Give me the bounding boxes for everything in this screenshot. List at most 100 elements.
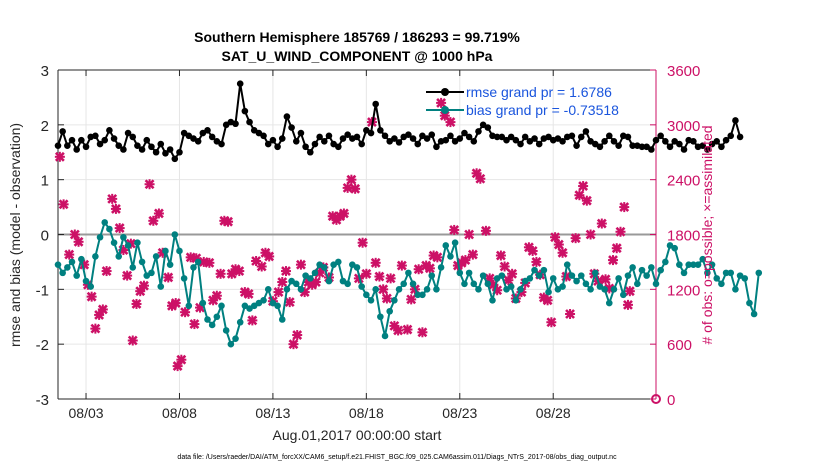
obs-assimilated-point	[608, 255, 619, 266]
obs-assimilated-point	[565, 309, 576, 320]
rmse-point	[456, 135, 464, 142]
bias-point	[260, 297, 267, 304]
bias-point	[461, 280, 468, 288]
obs-assimilated-point	[180, 307, 191, 318]
bias-point	[498, 272, 506, 279]
obs-assimilated-point	[381, 293, 392, 304]
y-axis-label-left: rmse and bias (model - observation)	[7, 123, 23, 347]
y-ticks-left: 3 2 1 0 -1 -2 -3	[36, 63, 64, 409]
rmse-point	[236, 80, 244, 88]
y-tick-label-right: 1200	[667, 282, 700, 299]
bias-point	[428, 272, 436, 279]
y-ticks-right: 3600 3000 2400 1800 1200 600 0	[650, 63, 700, 409]
obs-assimilated-point	[499, 261, 510, 272]
bias-point	[540, 266, 548, 274]
rmse-point	[297, 129, 305, 137]
bias-point	[297, 286, 305, 293]
rmse-point	[306, 148, 314, 156]
y-tick-label-left: 3	[41, 63, 49, 80]
bias-point	[124, 242, 132, 249]
obs-assimilated-point	[585, 229, 596, 240]
x-tick-label: 08/23	[442, 405, 477, 421]
bias-point	[204, 316, 211, 323]
obs-assimilated-point	[357, 237, 368, 248]
rmse-point	[484, 124, 492, 131]
rmse-point	[727, 132, 735, 140]
rmse-point	[475, 128, 482, 135]
rmse-point	[381, 132, 389, 140]
rmse-point	[292, 137, 300, 145]
y-tick-label-right: 2400	[667, 173, 700, 190]
obs-assimilated-point	[546, 317, 557, 328]
obs-assimilated-point	[553, 239, 564, 250]
rmse-point	[507, 133, 515, 141]
obs-assimilated-point	[54, 151, 65, 162]
bias-point	[643, 272, 650, 279]
bias-point	[433, 286, 440, 293]
rmse-point	[288, 124, 295, 131]
bias-point	[138, 258, 146, 266]
bias-point	[619, 291, 627, 299]
obs-assimilated-point	[346, 174, 357, 185]
rmse-point	[447, 132, 454, 140]
bias-point	[746, 299, 753, 307]
rmse-point	[124, 129, 132, 137]
obs-assimilated-point	[251, 256, 262, 267]
bias-point	[456, 269, 464, 277]
rmse-point	[596, 143, 604, 151]
bias-point	[545, 288, 552, 296]
bias-point	[662, 258, 669, 266]
rmse-point	[283, 113, 291, 120]
bias-point	[676, 261, 683, 268]
rmse-point	[405, 131, 412, 139]
bias-point	[577, 272, 585, 279]
rmse-point	[101, 136, 109, 144]
y-tick-label-left: -1	[36, 282, 49, 299]
bias-point	[227, 340, 235, 348]
obs-assimilated-point	[234, 266, 245, 277]
y-tick-label-right: 600	[667, 337, 692, 354]
obs-assimilated-point	[574, 190, 585, 201]
obs-assimilated-point	[619, 202, 630, 213]
bias-point	[218, 302, 225, 310]
bias-point	[190, 264, 197, 271]
rmse-point	[395, 139, 403, 146]
bias-point	[208, 321, 216, 329]
obs-assimilated-point	[64, 249, 75, 260]
rmse-point	[662, 137, 669, 145]
obs-assimilated-point	[385, 273, 396, 284]
bias-point	[353, 264, 361, 271]
obs-assimilated-point	[273, 287, 284, 298]
obs-assimilated-point	[90, 323, 101, 334]
rmse-point	[148, 143, 155, 151]
bias-point	[115, 253, 123, 260]
obs-assimilated-point	[374, 271, 385, 282]
obs-assimilated-point	[170, 298, 181, 309]
bias-point	[311, 269, 319, 277]
obs-assimilated-point	[122, 270, 133, 281]
bias-point	[306, 275, 314, 282]
rmse-point	[339, 135, 347, 142]
rmse-point	[367, 129, 375, 137]
bias-point	[610, 286, 618, 293]
bias-point	[320, 264, 328, 271]
obs-assimilated-point	[402, 324, 413, 335]
obs-assimilated-point	[432, 252, 443, 263]
bias-point	[185, 302, 193, 310]
bias-point	[741, 275, 749, 282]
y-tick-label-left: 1	[41, 173, 49, 190]
obs-assimilated-point	[189, 319, 200, 330]
obs-assimilated-point	[581, 195, 592, 206]
bias-point	[358, 283, 365, 290]
rmse-point	[68, 136, 76, 144]
bias-point	[442, 242, 450, 249]
bias-point	[283, 286, 291, 293]
bias-point	[194, 258, 202, 266]
obs-assimilated-point	[531, 256, 542, 267]
rmse-point	[176, 148, 183, 156]
rmse-point	[652, 136, 660, 144]
bias-point	[292, 280, 300, 288]
bias-point	[704, 269, 711, 277]
bias-point	[685, 261, 693, 268]
rmse-point	[372, 100, 379, 108]
